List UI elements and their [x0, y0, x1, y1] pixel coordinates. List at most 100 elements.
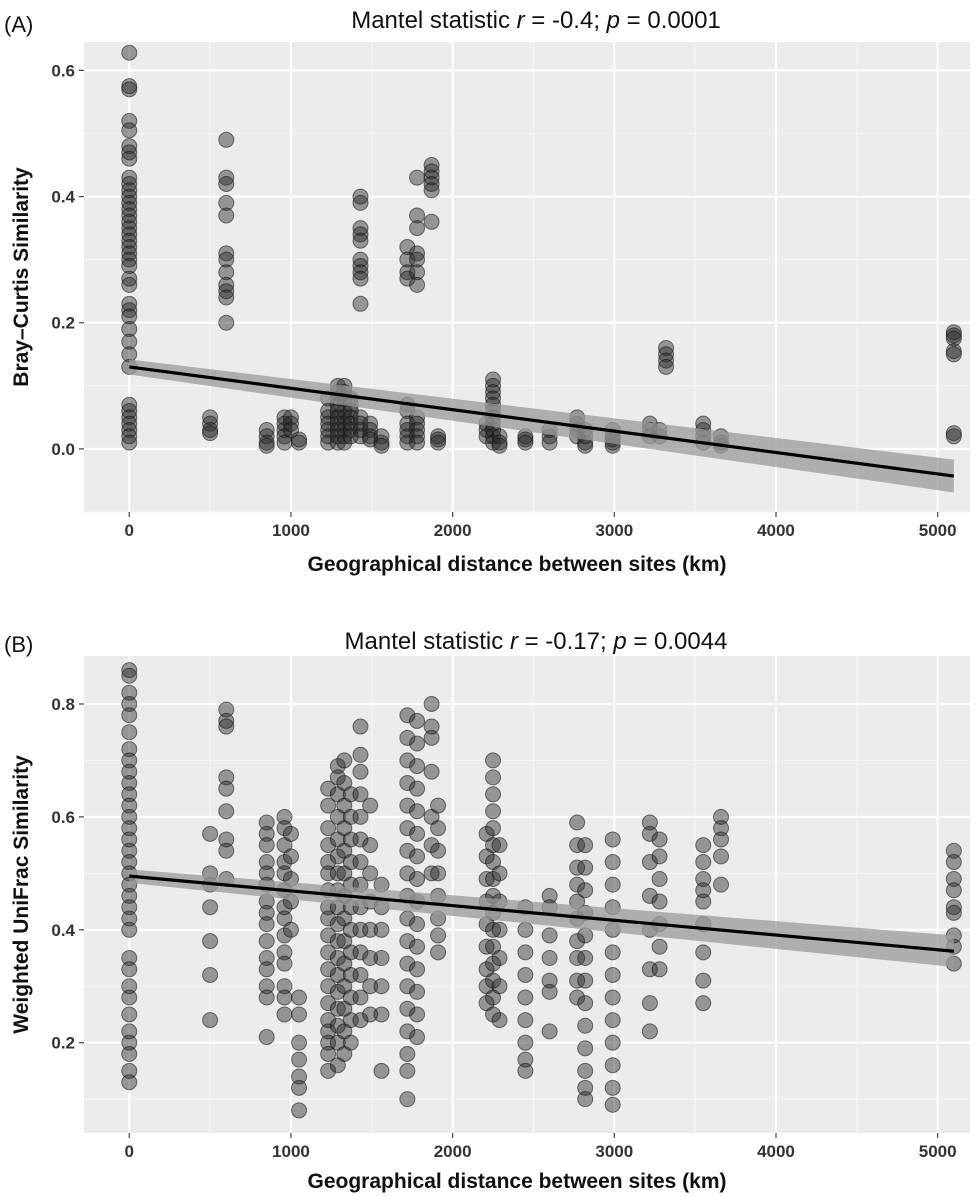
- data-point: [362, 837, 379, 854]
- data-point: [291, 1051, 308, 1068]
- data-point: [202, 825, 219, 842]
- data-point: [121, 662, 138, 679]
- data-point: [399, 729, 416, 746]
- data-point: [409, 1029, 426, 1046]
- data-point: [121, 44, 138, 61]
- data-point: [373, 1062, 390, 1079]
- data-point: [423, 729, 440, 746]
- data-point: [320, 837, 337, 854]
- data-point: [423, 169, 440, 186]
- data-point: [276, 927, 293, 944]
- data-point: [352, 264, 369, 281]
- data-point: [409, 251, 426, 268]
- data-point: [945, 882, 962, 899]
- data-point: [121, 182, 138, 199]
- data-point: [423, 213, 440, 230]
- data-point: [945, 870, 962, 887]
- x-tick-label: 3000: [595, 1142, 633, 1161]
- data-point: [569, 876, 586, 893]
- data-point: [258, 437, 275, 454]
- data-point: [478, 428, 495, 445]
- data-point: [945, 346, 962, 363]
- data-point: [604, 876, 621, 893]
- data-point: [276, 820, 293, 837]
- x-tick-label: 4000: [757, 1142, 795, 1161]
- title-r-symbol: r: [517, 7, 526, 34]
- data-point: [945, 899, 962, 916]
- title-p-symbol: p: [612, 628, 626, 655]
- data-point: [352, 831, 369, 848]
- y-tick-label: 0.0: [51, 440, 75, 459]
- data-point: [409, 803, 426, 820]
- data-point: [121, 421, 138, 438]
- data-point: [218, 314, 235, 331]
- title-p-symbol: p: [606, 7, 620, 34]
- data-point: [320, 1045, 337, 1062]
- data-point: [399, 1045, 416, 1062]
- data-point: [336, 752, 353, 769]
- data-point: [362, 978, 379, 995]
- data-point: [409, 825, 426, 842]
- data-point: [276, 899, 293, 916]
- data-point: [658, 352, 675, 369]
- data-point: [658, 346, 675, 363]
- data-point: [423, 763, 440, 780]
- data-point: [430, 944, 447, 961]
- panel-b: 0 1000 2000 3000 4000 5000 0.2 0.4 0.6 0.8 (B) Mant…: [4, 628, 970, 1193]
- data-point: [604, 1034, 621, 1051]
- data-point: [329, 933, 346, 950]
- data-point: [713, 876, 730, 893]
- data-point: [577, 972, 594, 989]
- data-point: [320, 797, 337, 814]
- data-point: [121, 1034, 138, 1051]
- data-point: [604, 966, 621, 983]
- data-point: [651, 938, 668, 955]
- data-point: [276, 978, 293, 995]
- data-point: [409, 421, 426, 438]
- data-point: [352, 808, 369, 825]
- data-point: [352, 270, 369, 287]
- data-point: [409, 220, 426, 237]
- data-point: [121, 144, 138, 161]
- data-point: [121, 1023, 138, 1040]
- data-point: [352, 226, 369, 243]
- data-point: [121, 150, 138, 167]
- data-point: [517, 944, 534, 961]
- data-point: [399, 978, 416, 995]
- data-point: [491, 978, 508, 995]
- data-point: [121, 667, 138, 684]
- data-point: [121, 775, 138, 792]
- data-point: [320, 978, 337, 995]
- data-point: [399, 865, 416, 882]
- data-point: [713, 848, 730, 865]
- data-point: [577, 437, 594, 454]
- data-point: [641, 995, 658, 1012]
- data-point: [121, 409, 138, 426]
- data-point: [641, 854, 658, 871]
- data-point: [352, 786, 369, 803]
- data-point: [945, 330, 962, 347]
- data-point: [604, 854, 621, 871]
- data-point: [399, 955, 416, 972]
- data-point: [517, 1051, 534, 1068]
- data-point: [218, 842, 235, 859]
- data-point: [651, 870, 668, 887]
- data-point: [121, 251, 138, 268]
- y-tick-label: 0.6: [51, 61, 75, 80]
- y-tick-label: 0.6: [51, 808, 75, 827]
- data-point: [517, 966, 534, 983]
- data-point: [409, 983, 426, 1000]
- data-point: [258, 1029, 275, 1046]
- x-tick-label: 1000: [272, 521, 310, 540]
- title-r-symbol: r: [510, 628, 519, 655]
- data-point: [373, 921, 390, 938]
- data-point: [430, 842, 447, 859]
- data-point: [352, 220, 369, 237]
- data-point: [399, 752, 416, 769]
- data-point: [541, 1023, 558, 1040]
- data-point: [121, 396, 138, 413]
- data-point: [485, 837, 502, 854]
- data-point: [362, 797, 379, 814]
- data-point: [121, 831, 138, 848]
